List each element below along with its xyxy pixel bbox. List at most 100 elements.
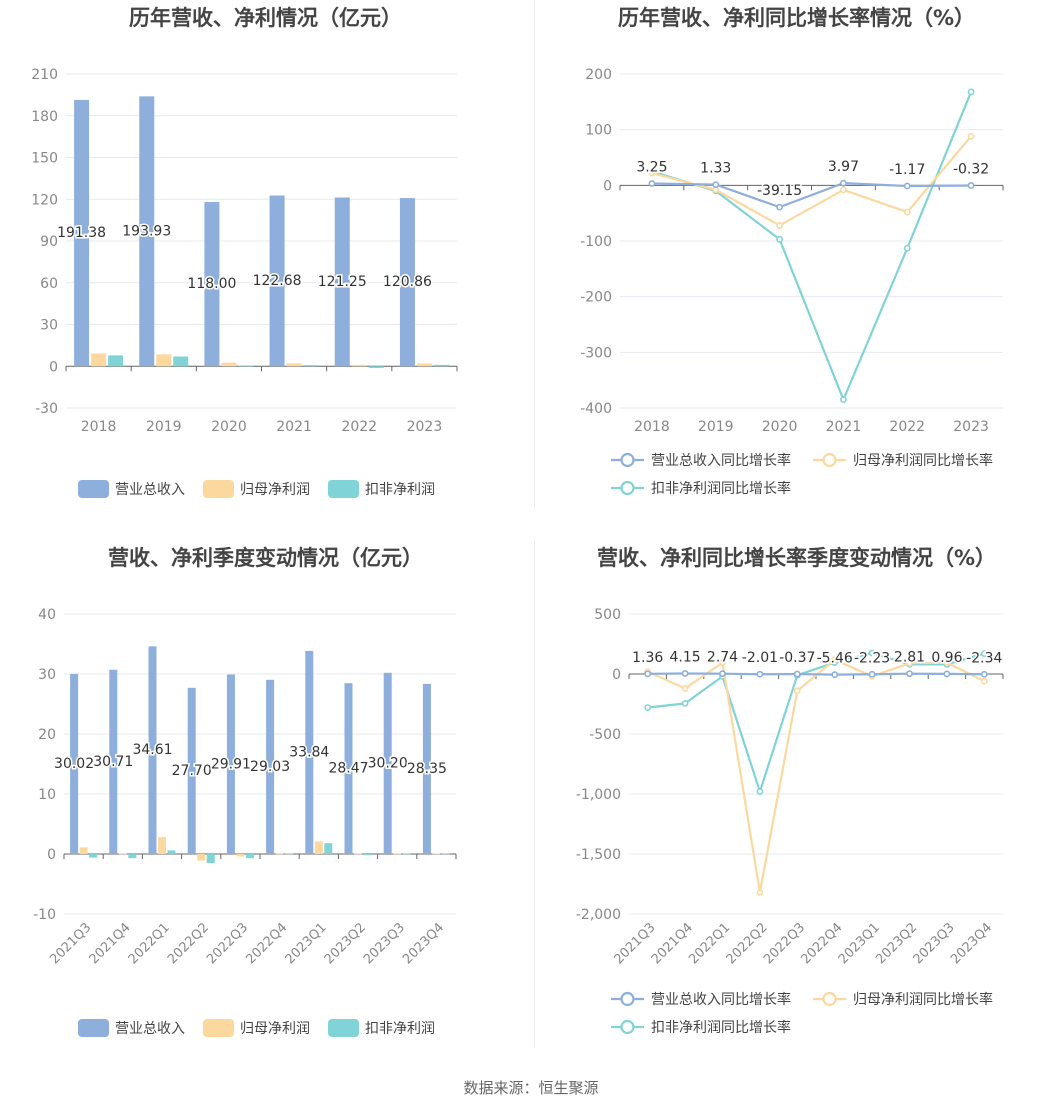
annual-growth-chart: -400 -300 -200 -100 0 100 200 2018 2019 2020 2021 2… [580,67,1004,497]
data-label: -39.15 [757,183,802,199]
data-point [712,181,720,188]
x-tick-label: 2023Q4 [948,920,995,967]
bar [187,687,196,854]
y-tick-label: -300 [580,345,612,361]
data-label: 30.71 [93,754,133,770]
x-tick-label: 2022Q1 [126,920,173,967]
x-tick-label: 2022Q3 [204,920,251,967]
bar [238,365,254,367]
y-tick-label: 150 [31,151,58,167]
x-tick-label: 2023Q3 [361,920,408,967]
legend-swatch [328,1019,359,1037]
data-point [644,704,652,711]
data-point [756,888,764,896]
data-point [648,180,656,187]
y-tick-label: 0 [47,847,56,863]
data-point [980,670,988,678]
data-label: -2.23 [854,650,890,666]
y-tick-label: 180 [31,109,58,125]
bar [148,646,157,854]
bar [197,854,206,861]
bar [173,356,189,367]
quarterly-amount-title: 营收、净利季度变动情况（亿元） [108,546,423,570]
bar [383,672,392,854]
legend-label: 营业总收入同比增长率 [651,991,791,1008]
data-point [831,656,839,663]
annual-amount-title: 历年营收、净利情况（亿元） [129,6,402,30]
data-label: 121.25 [318,274,367,290]
x-tick-label: 2022Q4 [243,920,290,967]
x-tick-label: 2021 [826,419,862,435]
data-point [906,659,913,667]
legend-marker [620,452,635,468]
data-point [776,203,783,211]
data-point [681,670,689,677]
series-line [651,135,972,227]
y-tick-label: 30 [40,318,58,334]
y-tick-label: 200 [585,67,612,83]
data-label: 3.25 [636,160,667,176]
legend-marker [822,991,837,1007]
y-tick-label: -1,500 [576,847,621,863]
bar [266,679,275,854]
data-point [840,396,847,404]
bar [399,198,415,367]
y-tick-label: 60 [40,276,58,292]
data-label: 29.03 [250,759,290,775]
legend-label: 营业总收入同比增长率 [651,452,791,469]
quarterly-amount-panel: 营收、净利季度变动情况（亿元） -10 0 10 20 30 40 2021Q3 2021Q4… [0,540,531,1080]
data-label: -2.34 [966,650,1002,666]
y-tick-label: 500 [594,607,621,623]
bar [226,674,235,854]
y-tick-label: -500 [589,727,621,743]
bar [206,854,215,863]
bar [245,854,254,859]
y-tick-label: 0 [49,359,58,375]
data-point [903,244,911,252]
data-label: 0.96 [931,650,962,666]
data-label: -2.01 [742,650,778,666]
data-point [776,235,783,243]
legend-swatch [78,1019,109,1037]
y-tick-label: -100 [580,234,612,250]
data-label: 1.33 [700,161,731,177]
bar [128,854,137,859]
data-point [980,650,988,657]
data-label: 28.35 [407,761,447,777]
data-label: 2.74 [707,650,738,666]
data-label: -0.32 [953,162,989,178]
x-tick-label: 2023Q4 [400,920,447,967]
data-point [967,132,975,140]
data-label: -0.37 [779,650,815,666]
data-label: 28.47 [328,761,368,777]
data-label: 118.00 [187,276,236,292]
x-tick-label: 2023Q2 [322,920,369,967]
data-point [943,659,951,666]
y-tick-label: -1,000 [576,787,621,803]
bar [269,195,285,367]
divider-bottom [534,540,535,1048]
data-point [719,670,726,678]
legend-swatch [203,1019,234,1037]
data-point [644,670,652,678]
bar [91,353,107,367]
x-tick-label: 2021Q3 [47,920,94,967]
x-tick-label: 2019 [698,419,734,435]
y-tick-label: 210 [31,67,58,83]
legend-marker [620,480,635,496]
data-label: 122.68 [253,273,302,289]
bar [221,362,237,367]
bar [416,363,432,367]
bar [324,843,333,854]
bar [354,853,362,855]
bar [368,366,384,368]
x-tick-label: 2022 [889,419,925,435]
x-tick-label: 2021 [276,419,312,435]
data-point [840,179,847,187]
legend-marker [822,452,837,468]
data-label: 120.86 [383,274,432,290]
x-tick-label: 2020 [762,419,798,435]
data-label: 4.15 [670,650,701,666]
y-tick-label: 40 [38,607,56,623]
data-point [776,222,783,229]
